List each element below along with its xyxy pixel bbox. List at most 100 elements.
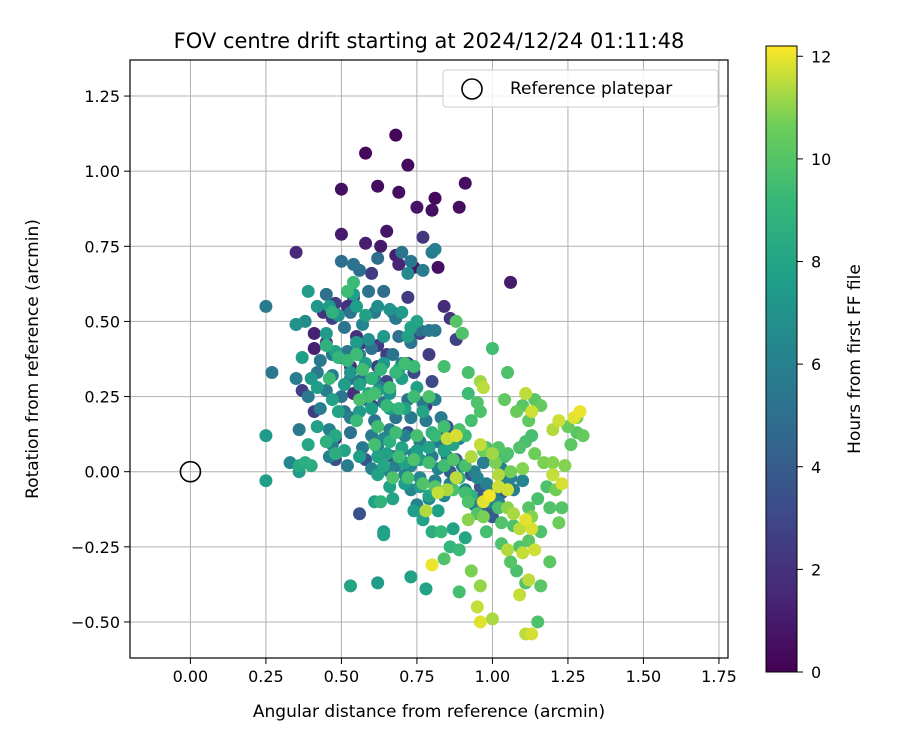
- data-point: [485, 612, 499, 626]
- data-point: [371, 299, 385, 313]
- data-point: [362, 332, 376, 346]
- data-point: [407, 453, 421, 467]
- data-point: [359, 146, 373, 160]
- data-point: [374, 495, 388, 509]
- data-point: [546, 456, 560, 470]
- data-point: [353, 378, 367, 392]
- data-point: [377, 329, 391, 343]
- data-point: [479, 525, 493, 539]
- colorbar-gradient: [765, 45, 798, 673]
- data-point: [419, 504, 433, 518]
- data-point: [343, 579, 357, 593]
- data-point: [374, 363, 388, 377]
- data-point: [473, 579, 487, 593]
- x-tick-label: 0.25: [248, 667, 284, 686]
- data-point: [425, 558, 439, 572]
- data-point: [368, 438, 382, 452]
- data-point: [289, 245, 303, 259]
- data-point: [301, 284, 315, 298]
- data-point: [404, 254, 418, 268]
- data-points: [259, 128, 590, 641]
- data-point: [491, 480, 505, 494]
- data-point: [461, 387, 475, 401]
- colorbar-tick-label: 12: [811, 47, 831, 66]
- data-point: [546, 468, 560, 482]
- data-point: [362, 284, 376, 298]
- data-point: [325, 305, 339, 319]
- legend-marker-icon: [461, 78, 483, 100]
- data-point: [564, 438, 578, 452]
- data-point: [350, 347, 364, 361]
- x-tick-label: 1.50: [626, 667, 662, 686]
- data-point: [516, 462, 530, 476]
- plot-frame: [129, 59, 729, 659]
- data-point: [392, 329, 406, 343]
- data-point: [455, 326, 469, 340]
- data-point: [501, 543, 515, 557]
- data-point: [491, 501, 505, 515]
- data-point: [519, 513, 533, 527]
- data-point: [552, 414, 566, 428]
- data-point: [365, 372, 379, 386]
- data-point: [383, 381, 397, 395]
- data-point: [485, 447, 499, 461]
- data-point: [392, 185, 406, 199]
- data-point: [410, 429, 424, 443]
- data-point: [510, 405, 524, 419]
- data-point: [525, 627, 539, 641]
- data-point: [431, 504, 445, 518]
- data-point: [416, 263, 430, 277]
- data-point: [337, 320, 351, 334]
- data-point: [498, 393, 512, 407]
- chart-title: FOV centre drift starting at 2024/12/24 …: [174, 29, 685, 53]
- data-point: [452, 585, 466, 599]
- data-point: [422, 323, 436, 337]
- data-point: [422, 347, 436, 361]
- data-point: [380, 224, 394, 238]
- data-point: [410, 314, 424, 328]
- data-point: [434, 525, 448, 539]
- colorbar-tick-label: 6: [811, 355, 821, 374]
- x-tick-label: 1.75: [701, 667, 737, 686]
- data-point: [531, 615, 545, 629]
- data-point: [473, 438, 487, 452]
- data-point: [476, 510, 490, 524]
- x-tick-label: 0.75: [399, 667, 435, 686]
- data-point: [328, 447, 342, 461]
- data-point: [428, 191, 442, 205]
- data-point: [319, 326, 333, 340]
- x-tick-label: 0.50: [324, 667, 360, 686]
- data-point: [365, 402, 379, 416]
- data-point: [461, 366, 475, 380]
- data-point: [383, 302, 397, 316]
- data-point: [371, 576, 385, 590]
- colorbar-label: Hours from first FF file: [845, 264, 865, 454]
- data-point: [525, 405, 539, 419]
- data-point: [340, 459, 354, 473]
- x-axis-ticks: 0.00 0.25 0.50 0.75 1.00 1.25 1.50 1.75: [173, 658, 737, 686]
- data-point: [334, 254, 348, 268]
- data-point: [576, 429, 590, 443]
- data-point: [319, 338, 333, 352]
- data-point: [392, 402, 406, 416]
- data-point: [425, 525, 439, 539]
- data-point: [531, 492, 545, 506]
- data-point: [410, 200, 424, 214]
- grid-lines: [130, 60, 728, 658]
- data-point: [431, 486, 445, 500]
- data-point: [340, 284, 354, 298]
- data-point: [552, 516, 566, 530]
- data-point: [534, 579, 548, 593]
- data-point: [437, 299, 451, 313]
- data-point: [422, 456, 436, 470]
- data-point: [343, 426, 357, 440]
- legend-label: Reference platepar: [510, 79, 672, 99]
- data-point: [407, 504, 421, 518]
- data-point: [516, 546, 530, 560]
- data-point: [422, 390, 436, 404]
- data-point: [310, 299, 324, 313]
- data-point: [504, 555, 518, 569]
- data-point: [386, 471, 400, 485]
- data-point: [313, 402, 327, 416]
- data-point: [461, 513, 475, 527]
